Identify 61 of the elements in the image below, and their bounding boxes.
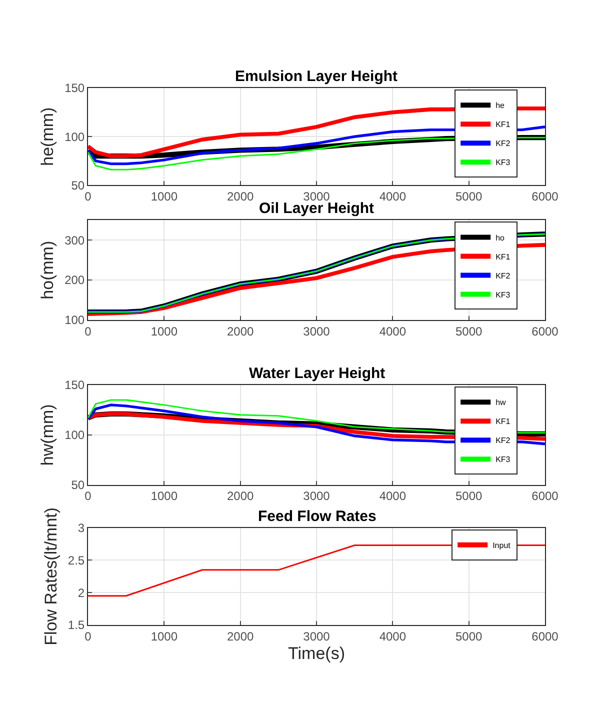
x-tick-label: 3000 xyxy=(303,324,330,338)
x-tick-label: 6000 xyxy=(532,489,559,504)
legend-label: he xyxy=(496,101,506,110)
x-tick-label: 6000 xyxy=(532,190,559,204)
y-tick-label: 2 xyxy=(78,586,85,600)
x-tick-label: 2000 xyxy=(226,190,254,204)
x-tick-label: 1000 xyxy=(150,629,178,644)
x-tick-label: 3000 xyxy=(303,629,330,644)
x-tick-label: 0 xyxy=(84,489,92,504)
y-axis-title: he(mm) xyxy=(38,107,58,166)
x-tick-label: 4000 xyxy=(379,190,406,204)
y-tick-label: 1.5 xyxy=(68,618,85,632)
y-tick-label: 2.5 xyxy=(68,553,85,568)
x-tick-label: 2000 xyxy=(226,629,254,644)
legend-label: KF2 xyxy=(496,271,511,280)
x-tick-label: 4000 xyxy=(379,489,406,504)
x-axis-title: Time(s) xyxy=(288,644,345,663)
y-tick-label: 300 xyxy=(64,233,85,248)
y-axis-title: hw(mm) xyxy=(38,404,58,466)
x-tick-label: 5000 xyxy=(455,190,482,204)
legend-label: KF2 xyxy=(496,436,511,446)
y-tick-label: 200 xyxy=(64,273,85,288)
chart-title: Feed Flow Rates xyxy=(258,508,376,525)
legend-label: KF3 xyxy=(496,290,511,300)
x-tick-label: 0 xyxy=(84,324,92,338)
legend-label: hw xyxy=(496,398,506,408)
y-tick-label: 100 xyxy=(64,313,85,328)
chart-title: Emulsion Layer Height xyxy=(235,68,398,85)
y-tick-label: 100 xyxy=(64,428,85,442)
chart-title: Water Layer Height xyxy=(249,365,386,382)
x-tick-label: 5000 xyxy=(455,324,482,338)
y-axis-title: Flow Rates(lt/mnt) xyxy=(41,507,60,646)
x-tick-label: 3000 xyxy=(303,489,330,504)
y-tick-label: 3 xyxy=(78,521,85,536)
y-tick-label: 150 xyxy=(64,378,85,392)
x-tick-label: 6000 xyxy=(532,629,559,644)
x-tick-label: 2000 xyxy=(226,324,254,338)
x-tick-label: 2000 xyxy=(226,489,254,504)
x-tick-label: 1000 xyxy=(150,489,178,504)
legend-label: KF3 xyxy=(496,158,511,168)
y-axis-title: ho(mm) xyxy=(38,240,58,300)
legend-label: KF1 xyxy=(496,417,511,426)
legend-label: KF3 xyxy=(496,455,511,464)
legend-label: Input xyxy=(492,541,512,550)
x-tick-label: 4000 xyxy=(379,629,406,644)
x-tick-label: 0 xyxy=(84,190,92,204)
y-tick-label: 50 xyxy=(71,178,85,192)
legend-label: KF1 xyxy=(496,120,511,130)
x-tick-label: 0 xyxy=(84,629,92,644)
x-tick-label: 5000 xyxy=(455,629,482,644)
y-tick-label: 100 xyxy=(64,130,85,144)
y-tick-label: 50 xyxy=(71,478,85,492)
legend-label: ho xyxy=(496,233,506,242)
y-tick-label: 150 xyxy=(64,81,85,96)
x-tick-label: 4000 xyxy=(379,324,406,338)
legend-label: KF1 xyxy=(496,252,511,262)
x-tick-label: 1000 xyxy=(150,190,178,204)
legend-label: KF2 xyxy=(496,139,511,148)
x-tick-label: 1000 xyxy=(150,324,178,338)
x-tick-label: 6000 xyxy=(532,324,559,338)
x-tick-label: 5000 xyxy=(455,489,482,504)
